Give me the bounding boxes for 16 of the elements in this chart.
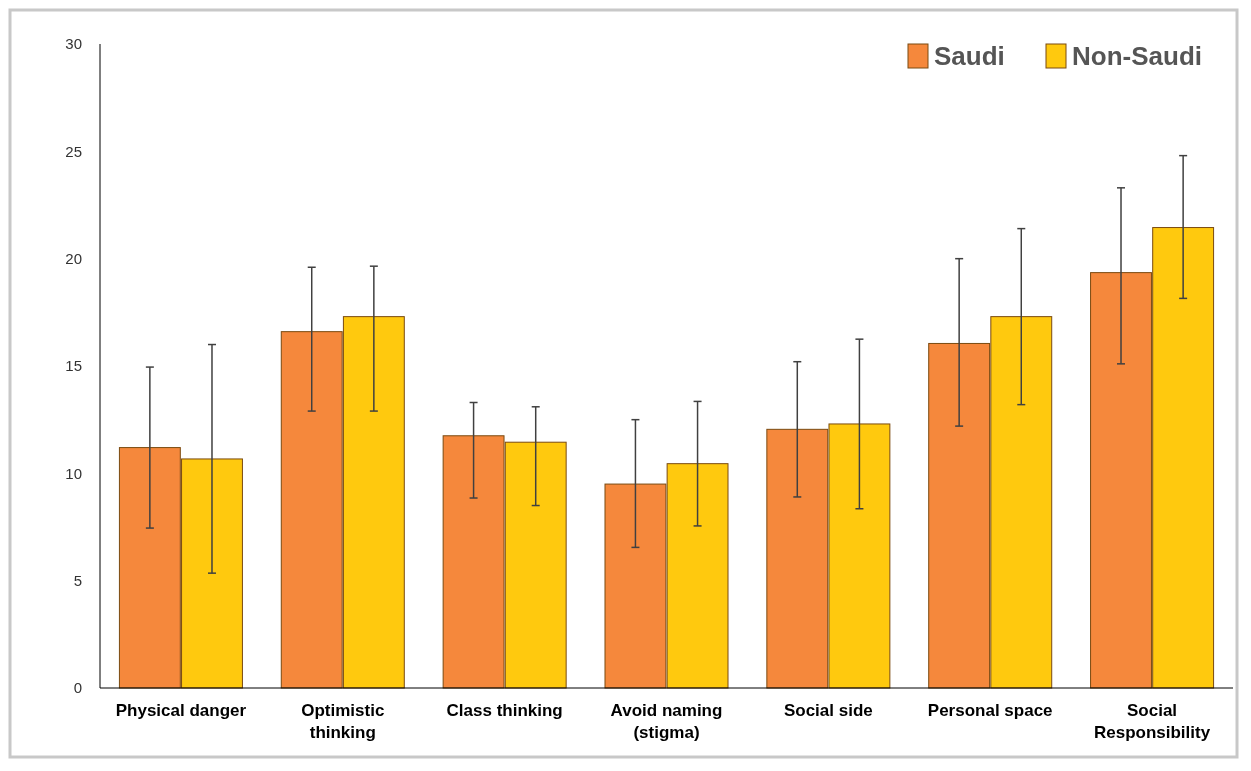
- y-tick-label: 10: [65, 464, 82, 482]
- legend-label: Saudi: [934, 41, 1005, 72]
- y-tick-label: 0: [73, 679, 82, 697]
- y-tick-label: 5: [73, 571, 82, 589]
- y-tick-label: 25: [65, 142, 82, 160]
- x-tick-label: Personal space: [927, 701, 1053, 720]
- y-tick-label: 20: [65, 249, 82, 267]
- y-tick-label: 30: [65, 35, 82, 53]
- legend-label: Non-Saudi: [1072, 41, 1202, 72]
- x-tick-label: Optimistic thinking: [301, 701, 385, 742]
- x-tick-label: Avoid naming (stigma): [610, 701, 723, 742]
- y-tick-label: 15: [65, 357, 82, 375]
- x-tick-label: Social Responsibility: [1093, 701, 1211, 742]
- x-tick-label: Physical danger: [115, 701, 247, 720]
- x-tick-label: Social side: [783, 701, 873, 720]
- x-tick-label: Class thinking: [446, 701, 563, 720]
